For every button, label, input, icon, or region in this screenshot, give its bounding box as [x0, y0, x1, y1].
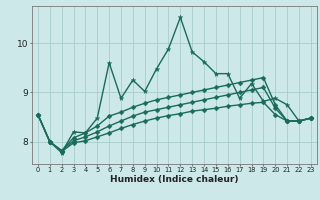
- X-axis label: Humidex (Indice chaleur): Humidex (Indice chaleur): [110, 175, 239, 184]
